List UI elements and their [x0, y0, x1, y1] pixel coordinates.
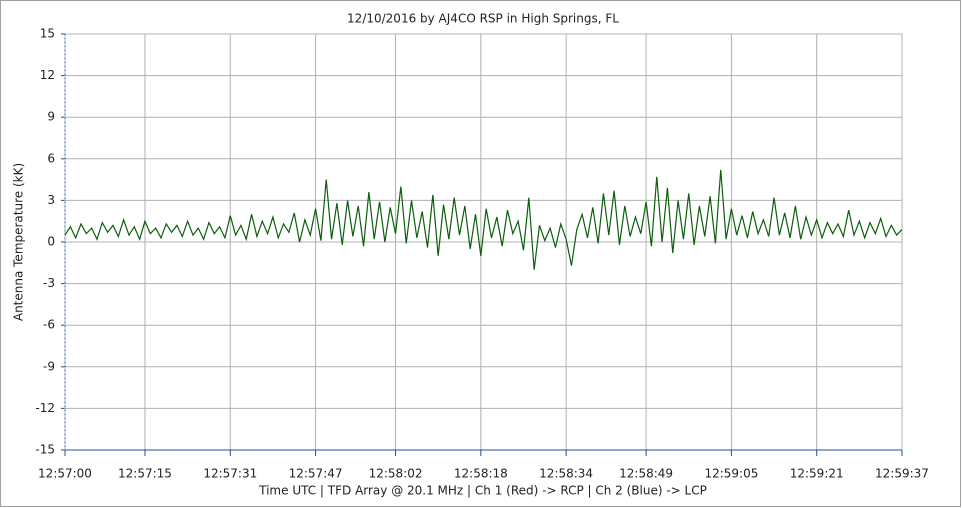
y-tick-label: 12 — [40, 68, 55, 82]
data-line — [64, 169, 903, 270]
y-tick-label: -12 — [35, 401, 55, 415]
x-tick-label: 12:58:49 — [619, 467, 673, 481]
x-tick-label: 12:59:21 — [790, 467, 844, 481]
y-tick-label: 9 — [47, 110, 55, 124]
y-tick-label: 3 — [47, 193, 55, 207]
y-tick-label: -3 — [43, 276, 55, 290]
x-tick-label: 12:59:05 — [704, 467, 758, 481]
y-tick-label: -6 — [43, 318, 55, 332]
x-tick-label: 12:58:34 — [539, 467, 593, 481]
y-tick-label: 0 — [47, 235, 55, 249]
y-tick-label: -9 — [43, 359, 55, 373]
x-axis-label: Time UTC | TFD Array @ 20.1 MHz | Ch 1 (… — [258, 484, 707, 498]
x-tick-label: 12:57:00 — [38, 467, 92, 481]
y-tick-label: -15 — [35, 443, 55, 457]
x-tick-label: 12:58:18 — [454, 467, 508, 481]
x-tick-label: 12:57:15 — [118, 467, 172, 481]
x-tick-label: 12:57:47 — [289, 467, 343, 481]
y-axis-label: Antenna Temperature (kK) — [12, 163, 26, 321]
x-tick-label: 12:59:37 — [875, 467, 929, 481]
y-tick-label: 15 — [40, 27, 55, 41]
chart-title: 12/10/2016 by AJ4CO RSP in High Springs,… — [347, 12, 619, 26]
x-tick-label: 12:57:31 — [203, 467, 257, 481]
x-tick-label: 12:58:02 — [369, 467, 423, 481]
y-tick-label: 6 — [47, 151, 55, 165]
